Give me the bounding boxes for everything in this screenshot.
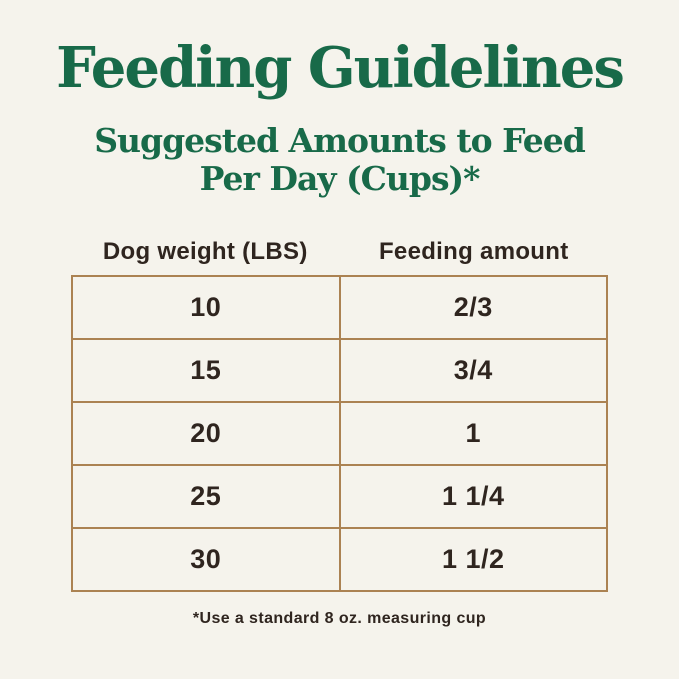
amount-cell: 1 1/2: [338, 526, 608, 592]
page-subtitle: Suggested Amounts to Feed Per Day (Cups)…: [94, 121, 586, 198]
page-title: Feeding Guidelines: [56, 35, 625, 101]
table-row: 25 1 1/4: [71, 463, 608, 529]
subtitle-line-1: Suggested Amounts to Feed: [94, 121, 586, 161]
amount-cell: 1 1/4: [338, 463, 608, 529]
table-row: 15 3/4: [71, 337, 608, 403]
weight-cell: 10: [71, 274, 341, 340]
weight-cell: 15: [71, 337, 341, 403]
table-row: 30 1 1/2: [71, 526, 608, 592]
column-header-dog-weight: Dog weight (LBS): [102, 237, 308, 265]
amount-cell: 3/4: [338, 337, 608, 403]
table-row: 20 1: [71, 400, 608, 466]
table-column-headers: Dog weight (LBS) Feeding amount: [71, 238, 608, 275]
subtitle-line-2: Per Day (Cups)*: [199, 159, 481, 198]
table-row: 10 2/3: [71, 274, 608, 340]
amount-cell: 2/3: [338, 274, 608, 340]
weight-cell: 25: [71, 463, 341, 529]
weight-cell: 20: [71, 400, 341, 466]
footnote: *Use a standard 8 oz. measuring cup: [192, 609, 487, 627]
amount-cell: 1: [338, 400, 608, 466]
column-header-feeding-amount: Feeding amount: [378, 237, 569, 265]
weight-cell: 30: [71, 526, 341, 592]
feeding-table: 10 2/3 15 3/4 20 1 25 1 1/4 30 1 1/2: [71, 274, 608, 592]
